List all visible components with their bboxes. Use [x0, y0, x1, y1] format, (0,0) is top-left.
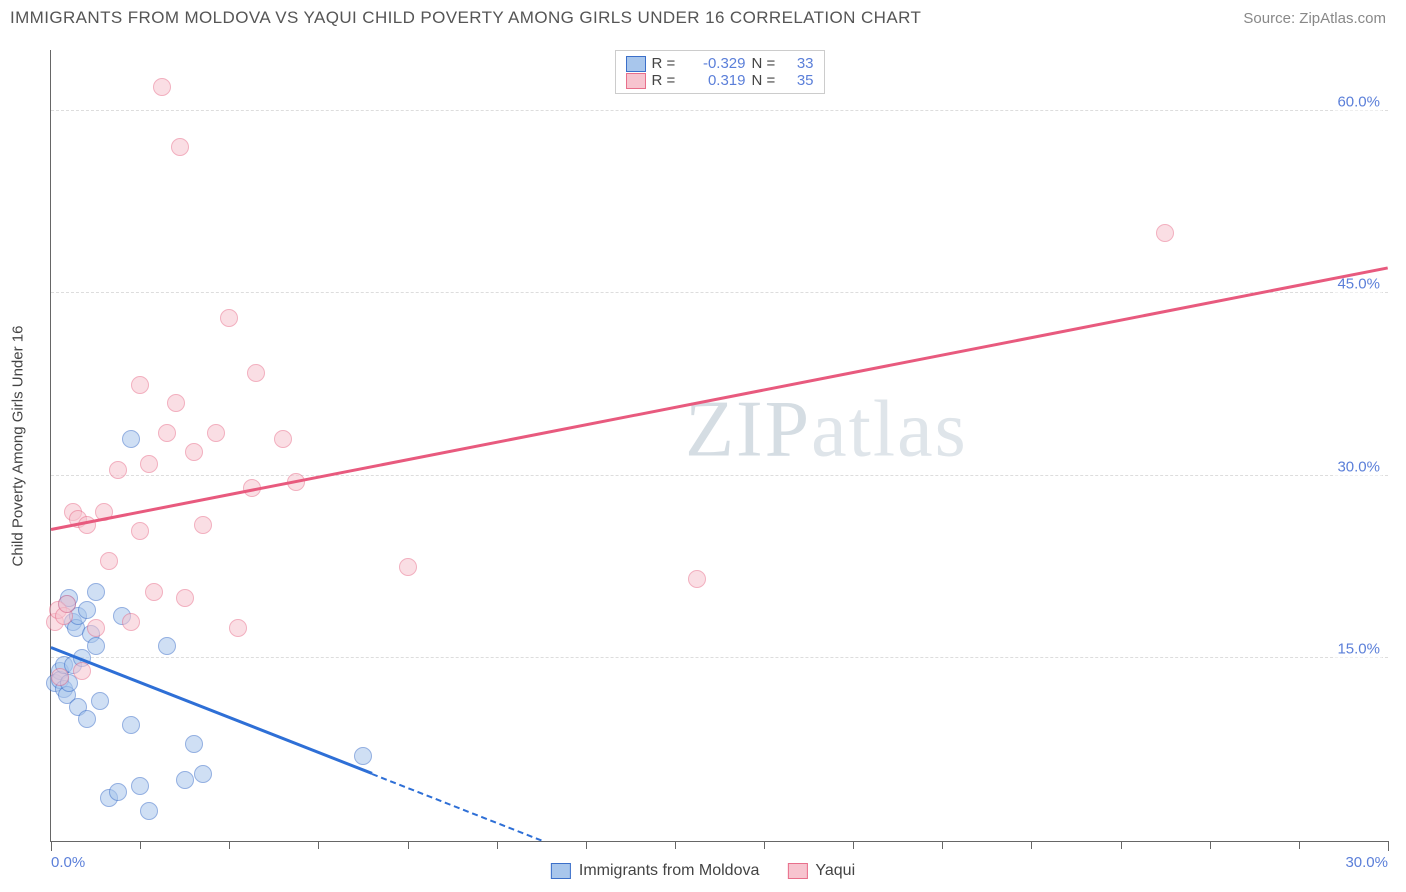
data-point	[73, 662, 91, 680]
x-minor-tick	[229, 841, 230, 849]
data-point	[122, 430, 140, 448]
data-point	[109, 461, 127, 479]
n-value-0: 33	[786, 55, 814, 72]
data-point	[78, 601, 96, 619]
source-attribution: Source: ZipAtlas.com	[1243, 10, 1386, 27]
data-point	[122, 716, 140, 734]
data-point	[131, 522, 149, 540]
chart-title: IMMIGRANTS FROM MOLDOVA VS YAQUI CHILD P…	[10, 8, 921, 28]
source-value: ZipAtlas.com	[1299, 10, 1386, 27]
x-minor-tick	[586, 841, 587, 849]
data-point	[194, 516, 212, 534]
n-label: N =	[752, 55, 780, 72]
correlation-row-0: R = -0.329 N = 33	[626, 55, 814, 72]
n-value-1: 35	[786, 72, 814, 89]
n-label: N =	[752, 72, 780, 89]
trend-line	[51, 267, 1388, 531]
legend-label-1: Yaqui	[815, 862, 855, 880]
x-minor-tick	[318, 841, 319, 849]
x-minor-tick	[1299, 841, 1300, 849]
legend-swatch-icon	[551, 863, 571, 879]
gridline	[51, 657, 1388, 658]
y-tick-label: 45.0%	[1335, 276, 1382, 293]
r-value-0: -0.329	[688, 55, 746, 72]
data-point	[171, 138, 189, 156]
x-minor-tick	[675, 841, 676, 849]
legend-item-0: Immigrants from Moldova	[551, 862, 760, 880]
data-point	[158, 424, 176, 442]
data-point	[158, 637, 176, 655]
y-tick-label: 15.0%	[1335, 641, 1382, 658]
data-point	[131, 777, 149, 795]
correlation-legend: R = -0.329 N = 33 R = 0.319 N = 35	[615, 50, 825, 94]
data-point	[688, 570, 706, 588]
data-point	[51, 668, 69, 686]
data-point	[91, 692, 109, 710]
r-label: R =	[652, 72, 682, 89]
data-point	[167, 394, 185, 412]
legend-swatch-icon	[787, 863, 807, 879]
data-point	[153, 78, 171, 96]
scatter-plot: ZIPatlas R = -0.329 N = 33 R = 0.319 N =…	[50, 50, 1388, 842]
x-minor-tick	[408, 841, 409, 849]
data-point	[399, 558, 417, 576]
x-tick	[1388, 841, 1389, 851]
legend-item-1: Yaqui	[787, 862, 855, 880]
data-point	[87, 583, 105, 601]
data-point	[87, 637, 105, 655]
data-point	[207, 424, 225, 442]
gridline	[51, 292, 1388, 293]
y-tick-label: 30.0%	[1335, 458, 1382, 475]
y-tick-label: 60.0%	[1335, 93, 1382, 110]
legend-label-0: Immigrants from Moldova	[579, 862, 760, 880]
data-point	[354, 747, 372, 765]
data-point	[220, 309, 238, 327]
correlation-row-1: R = 0.319 N = 35	[626, 72, 814, 89]
source-label: Source:	[1243, 10, 1295, 27]
data-point	[87, 619, 105, 637]
data-point	[122, 613, 140, 631]
legend-swatch-0	[626, 56, 646, 72]
x-minor-tick	[1210, 841, 1211, 849]
trend-line	[372, 773, 542, 841]
data-point	[58, 595, 76, 613]
series-legend: Immigrants from Moldova Yaqui	[551, 862, 855, 880]
watermark-light: atlas	[811, 385, 968, 473]
data-point	[100, 552, 118, 570]
gridline	[51, 475, 1388, 476]
x-minor-tick	[942, 841, 943, 849]
data-point	[194, 765, 212, 783]
data-point	[274, 430, 292, 448]
data-point	[109, 783, 127, 801]
data-point	[229, 619, 247, 637]
y-axis-label: Child Poverty Among Girls Under 16	[10, 326, 27, 567]
x-minor-tick	[764, 841, 765, 849]
data-point	[185, 735, 203, 753]
data-point	[185, 443, 203, 461]
legend-swatch-1	[626, 73, 646, 89]
data-point	[176, 589, 194, 607]
watermark-bold: ZIP	[685, 385, 811, 473]
data-point	[1156, 224, 1174, 242]
x-tick-label: 0.0%	[51, 854, 85, 871]
data-point	[131, 376, 149, 394]
x-tick-label: 30.0%	[1345, 854, 1388, 871]
r-label: R =	[652, 55, 682, 72]
x-tick	[51, 841, 52, 851]
x-minor-tick	[853, 841, 854, 849]
r-value-1: 0.319	[688, 72, 746, 89]
gridline	[51, 110, 1388, 111]
x-minor-tick	[497, 841, 498, 849]
data-point	[140, 802, 158, 820]
data-point	[145, 583, 163, 601]
data-point	[78, 710, 96, 728]
data-point	[140, 455, 158, 473]
x-minor-tick	[1121, 841, 1122, 849]
x-minor-tick	[140, 841, 141, 849]
x-minor-tick	[1031, 841, 1032, 849]
trend-line	[51, 646, 373, 774]
data-point	[176, 771, 194, 789]
data-point	[247, 364, 265, 382]
header-row: IMMIGRANTS FROM MOLDOVA VS YAQUI CHILD P…	[0, 0, 1406, 28]
